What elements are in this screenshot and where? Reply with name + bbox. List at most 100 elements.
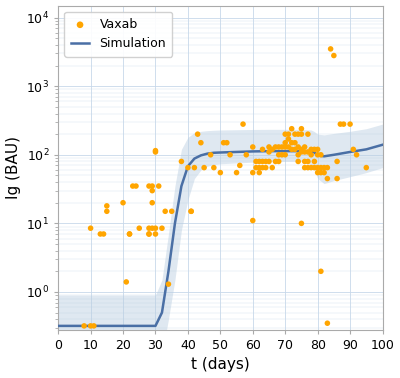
Simulation bbox=[186, 164, 190, 169]
Vaxab bbox=[282, 152, 288, 158]
Vaxab bbox=[256, 164, 262, 170]
Vaxab bbox=[191, 164, 198, 170]
Vaxab bbox=[314, 164, 321, 170]
Vaxab bbox=[314, 152, 321, 158]
Vaxab bbox=[130, 183, 136, 189]
Vaxab bbox=[152, 231, 159, 237]
Vaxab bbox=[295, 144, 301, 150]
Vaxab bbox=[240, 121, 246, 127]
Vaxab bbox=[318, 268, 324, 274]
Vaxab bbox=[126, 231, 133, 237]
Vaxab bbox=[276, 144, 282, 150]
Vaxab bbox=[308, 152, 314, 158]
Vaxab bbox=[321, 170, 327, 176]
Vaxab bbox=[136, 225, 142, 231]
Simulation bbox=[153, 324, 158, 328]
Vaxab bbox=[276, 152, 282, 158]
Vaxab bbox=[302, 144, 308, 150]
Vaxab bbox=[285, 144, 292, 150]
Vaxab bbox=[288, 146, 295, 152]
Vaxab bbox=[149, 183, 156, 189]
Vaxab bbox=[217, 170, 224, 176]
Vaxab bbox=[256, 170, 262, 176]
Vaxab bbox=[123, 279, 130, 285]
Simulation bbox=[192, 156, 197, 161]
Vaxab bbox=[282, 131, 288, 137]
Vaxab bbox=[285, 136, 292, 142]
Vaxab bbox=[308, 164, 314, 170]
Simulation bbox=[166, 269, 171, 274]
Vaxab bbox=[81, 323, 87, 329]
Simulation bbox=[266, 149, 271, 153]
Vaxab bbox=[152, 147, 159, 153]
Vaxab bbox=[243, 152, 250, 158]
Vaxab bbox=[259, 146, 266, 152]
Vaxab bbox=[162, 208, 168, 214]
Vaxab bbox=[266, 144, 272, 150]
Vaxab bbox=[363, 164, 370, 170]
Simulation bbox=[205, 151, 210, 156]
Vaxab bbox=[311, 164, 318, 170]
Vaxab bbox=[120, 200, 126, 206]
Vaxab bbox=[88, 225, 94, 231]
Vaxab bbox=[188, 208, 194, 214]
Vaxab bbox=[347, 121, 353, 127]
Vaxab bbox=[126, 231, 133, 237]
Vaxab bbox=[292, 146, 298, 152]
Vaxab bbox=[308, 146, 314, 152]
Simulation bbox=[234, 150, 239, 154]
Simulation bbox=[198, 153, 203, 158]
Vaxab bbox=[295, 158, 301, 164]
Vaxab bbox=[250, 217, 256, 223]
Vaxab bbox=[331, 53, 337, 59]
Vaxab bbox=[188, 208, 194, 214]
Simulation bbox=[322, 154, 326, 159]
Vaxab bbox=[149, 187, 156, 194]
Vaxab bbox=[272, 144, 279, 150]
Vaxab bbox=[328, 46, 334, 52]
Vaxab bbox=[311, 158, 318, 164]
Vaxab bbox=[324, 320, 330, 326]
Simulation bbox=[283, 149, 288, 153]
Vaxab bbox=[282, 140, 288, 146]
Simulation bbox=[146, 324, 151, 328]
Y-axis label: Ig (BAU): Ig (BAU) bbox=[6, 136, 20, 199]
Vaxab bbox=[295, 152, 301, 158]
Vaxab bbox=[288, 126, 295, 132]
Vaxab bbox=[220, 140, 227, 146]
Vaxab bbox=[292, 131, 298, 137]
Vaxab bbox=[146, 183, 152, 189]
Vaxab bbox=[259, 158, 266, 164]
Simulation bbox=[364, 147, 369, 152]
Vaxab bbox=[318, 152, 324, 158]
Vaxab bbox=[302, 158, 308, 164]
Vaxab bbox=[321, 164, 327, 170]
Vaxab bbox=[305, 164, 311, 170]
Vaxab bbox=[350, 146, 356, 152]
Vaxab bbox=[285, 131, 292, 137]
Vaxab bbox=[318, 164, 324, 170]
Vaxab bbox=[97, 231, 104, 237]
Vaxab bbox=[146, 225, 152, 231]
Simulation bbox=[218, 150, 223, 155]
Vaxab bbox=[201, 164, 207, 170]
Vaxab bbox=[298, 126, 305, 132]
Vaxab bbox=[156, 183, 162, 189]
Simulation bbox=[172, 221, 177, 226]
Vaxab bbox=[224, 140, 230, 146]
Simulation bbox=[380, 143, 385, 147]
Vaxab bbox=[262, 158, 269, 164]
Simulation bbox=[309, 149, 314, 154]
Vaxab bbox=[282, 144, 288, 150]
Simulation bbox=[212, 150, 216, 155]
Vaxab bbox=[353, 152, 360, 158]
Vaxab bbox=[276, 158, 282, 164]
Simulation bbox=[179, 184, 184, 188]
Vaxab bbox=[250, 144, 256, 150]
Vaxab bbox=[298, 131, 305, 137]
Vaxab bbox=[100, 231, 107, 237]
Vaxab bbox=[185, 164, 191, 170]
Vaxab bbox=[211, 164, 217, 170]
Vaxab bbox=[340, 121, 347, 127]
Simulation bbox=[56, 324, 60, 328]
